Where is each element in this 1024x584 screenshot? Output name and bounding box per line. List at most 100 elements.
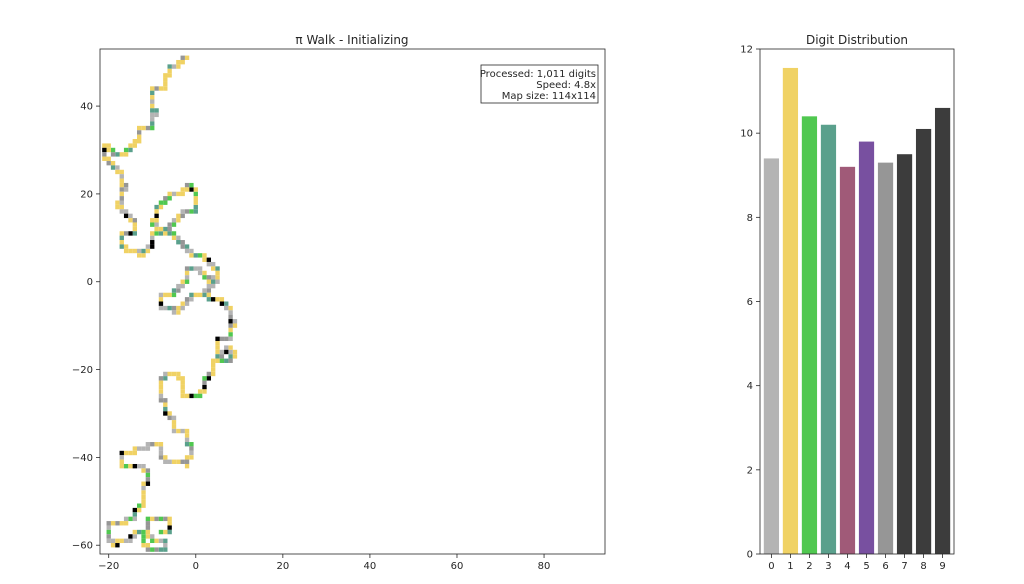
walk-cell [154,108,159,113]
walk-cell [119,521,124,526]
walk-cell [211,367,216,372]
walk-cell [180,209,185,214]
walk-cell [228,345,233,350]
walk-cell [202,275,207,280]
walk-cell [176,288,181,293]
walk-cell [228,305,233,311]
walk-cell [171,428,177,434]
walk-cell [206,371,212,377]
walk-cell [171,292,177,298]
walk-cell [154,112,159,118]
walk-cell [228,319,233,324]
walk-cell [206,279,212,284]
walk-cell [154,226,159,232]
walk-cell [171,235,177,241]
walk-cell [176,371,181,377]
walk-cell [197,266,203,271]
walk-cell [141,499,146,504]
dist-bars [763,67,951,555]
walk-cell [119,187,124,192]
walk-cell [158,380,164,385]
walk-cell [119,235,124,241]
walk-cell [180,459,185,464]
walk-cell [215,336,220,342]
walk-cell [176,376,181,381]
walk-y-tick-label: −20 [72,365,93,376]
walk-cell [211,283,216,289]
walk-cell [176,218,181,223]
walk-cell [145,472,151,478]
walk-cell [137,134,142,140]
dist-x-tick-label: 9 [939,561,945,572]
walk-cell [106,156,111,161]
walk-cell [128,450,133,456]
walk-cell [150,125,155,131]
walk-cells [102,55,238,552]
walk-cell [167,516,172,522]
walk-cell [211,358,216,363]
walk-cell [163,305,168,311]
walk-cell [180,376,185,381]
walk-cell [158,200,164,205]
walk-cell [219,358,225,363]
walk-cell [184,182,190,188]
walk-cell [128,231,133,236]
walk-cell [219,301,225,306]
walk-cell [184,279,190,284]
walk-cell [123,521,129,526]
walk-cell [132,446,137,451]
walk-cell [184,275,190,280]
walk-cell [150,121,155,126]
walk-cell [167,411,172,416]
walk-x-tick-label: 80 [538,561,551,572]
walk-cell [137,125,142,131]
walk-cell [102,152,107,157]
walk-cell [106,534,111,539]
walk-cell [180,393,185,399]
dist-x-tick-label: 8 [920,561,926,572]
walk-cell [110,160,116,166]
walk-cell [158,393,164,399]
walk-cell [184,55,190,60]
walk-cell [184,301,190,306]
walk-info-box: Processed: 1,011 digits Speed: 4.8x Map … [480,64,599,104]
walk-cell [132,231,137,236]
walk-cell [158,384,164,390]
walk-cell [119,463,124,469]
walk-cell [163,196,168,201]
walk-cell [219,297,225,302]
walk-cell [154,516,159,522]
dist-y-ticks: 0 2 4 6 8 10 12 [740,45,760,561]
walk-cell [119,231,124,236]
walk-cell [158,204,164,210]
walk-cell [184,248,190,254]
walk-cell [163,529,168,535]
walk-cell [123,209,129,214]
walk-cell [145,547,151,552]
walk-cell [145,468,151,473]
dist-bar [763,158,780,555]
walk-cell [163,77,168,82]
walk-cell [110,147,116,153]
info-box-frame [480,64,599,104]
walk-cell [141,481,146,486]
walk-cell [132,516,137,522]
walk-cell [206,261,212,267]
walk-cell [197,393,203,399]
walk-cell [184,297,190,302]
dist-x-ticks: 0 1 2 3 4 5 6 7 8 9 [768,554,946,572]
walk-cell [171,371,177,377]
walk-cell [197,270,203,276]
dist-bar [915,128,932,554]
walk-cell [163,73,168,78]
walk-cell [215,266,220,271]
walk-cell [145,477,151,482]
walk-cell [119,196,124,201]
walk-cell [150,112,155,118]
walk-cell [184,428,190,434]
walk-cell [106,147,111,153]
walk-cell [167,196,172,201]
walk-title: π Walk - Initializing [295,33,408,47]
